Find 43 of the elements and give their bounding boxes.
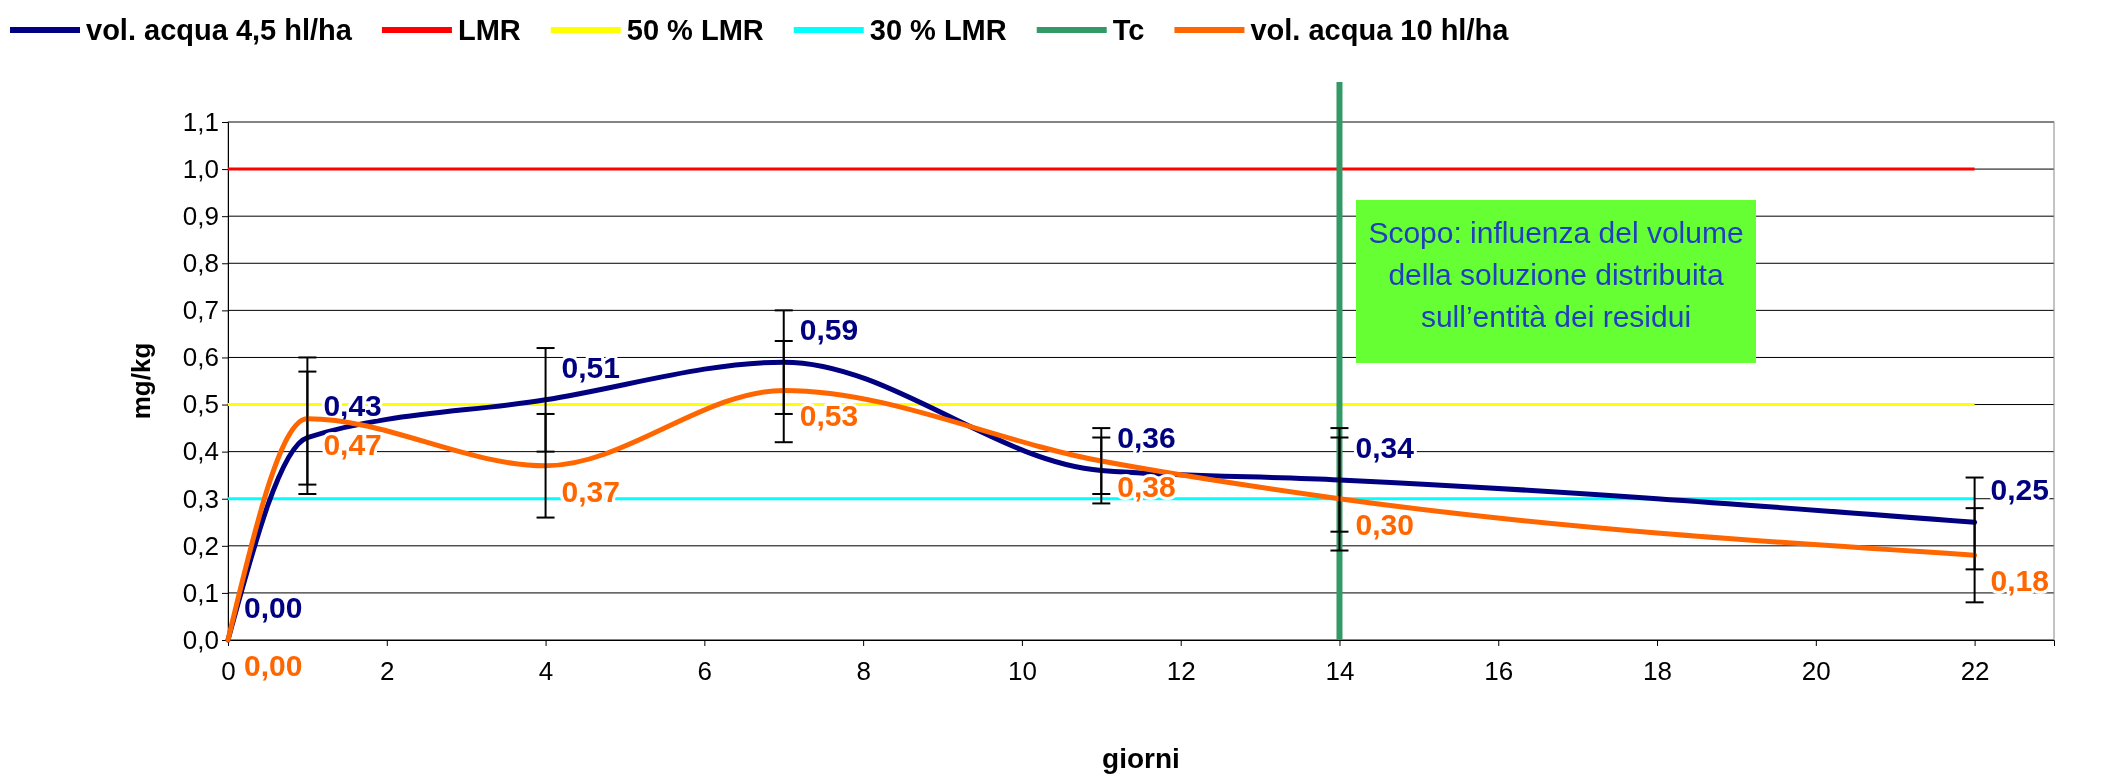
x-tick-label: 16 xyxy=(1484,656,1514,687)
y-tick-label: 0,9 xyxy=(182,201,219,231)
y-axis-title: mg/kg xyxy=(126,342,156,420)
x-tick-label: 22 xyxy=(1960,656,1990,687)
data-label: 0,51 xyxy=(561,350,620,384)
x-axis-title: giorni xyxy=(1102,743,1180,774)
x-tick-label: 10 xyxy=(1007,656,1037,687)
legend-label: vol. acqua 10 hl/ha xyxy=(1250,14,1510,46)
data-label: 0,25 xyxy=(1990,473,2049,507)
data-label: 0,53 xyxy=(799,399,859,433)
y-tick-label: 1,0 xyxy=(182,153,219,184)
x-tick-label: 20 xyxy=(1801,656,1831,687)
x-tick-label: 12 xyxy=(1166,656,1196,687)
data-label: 0,36 xyxy=(1117,421,1176,455)
annotation: Scopo: influenza del volume della soluzione distribuita sull’entità dei residui xyxy=(1368,216,1744,333)
legend-label: LMR xyxy=(457,14,521,46)
y-tick-label: 0,0 xyxy=(182,624,219,655)
y-tick-label: 0,2 xyxy=(182,530,219,561)
x-tick-label: 4 xyxy=(538,656,554,687)
legend-label: Tc xyxy=(1112,14,1145,46)
data-label: 0,00 xyxy=(244,649,303,682)
x-tick-label: 14 xyxy=(1325,656,1355,687)
x-tick-label: 6 xyxy=(697,656,713,687)
x-tick-label: 0 xyxy=(221,656,236,687)
y-tick-label: 0,6 xyxy=(182,342,219,373)
data-label: 0,18 xyxy=(1990,564,2049,598)
legend-label: 50 % LMR xyxy=(626,14,764,46)
legend-label: vol. acqua 4,5 hl/ha xyxy=(86,14,353,46)
x-tick-label: 18 xyxy=(1643,656,1672,687)
y-tick-label: 0,8 xyxy=(182,248,219,279)
x-tick-label: 2 xyxy=(380,656,395,687)
legend-label: 30 % LMR xyxy=(869,14,1007,46)
x-tick-label: 8 xyxy=(856,656,871,687)
data-label: 0,00 xyxy=(244,591,303,624)
y-tick-label: 0,4 xyxy=(182,436,219,467)
data-label: 0,30 xyxy=(1355,507,1414,541)
data-label: 0,38 xyxy=(1117,470,1176,504)
y-tick-label: 0,5 xyxy=(182,389,219,420)
y-tick-label: 1,1 xyxy=(182,106,219,137)
y-tick-label: 0,1 xyxy=(182,577,219,608)
y-tick-label: 0,7 xyxy=(182,295,219,326)
data-label: 0,59 xyxy=(799,313,859,347)
y-tick-label: 0,3 xyxy=(182,483,219,514)
